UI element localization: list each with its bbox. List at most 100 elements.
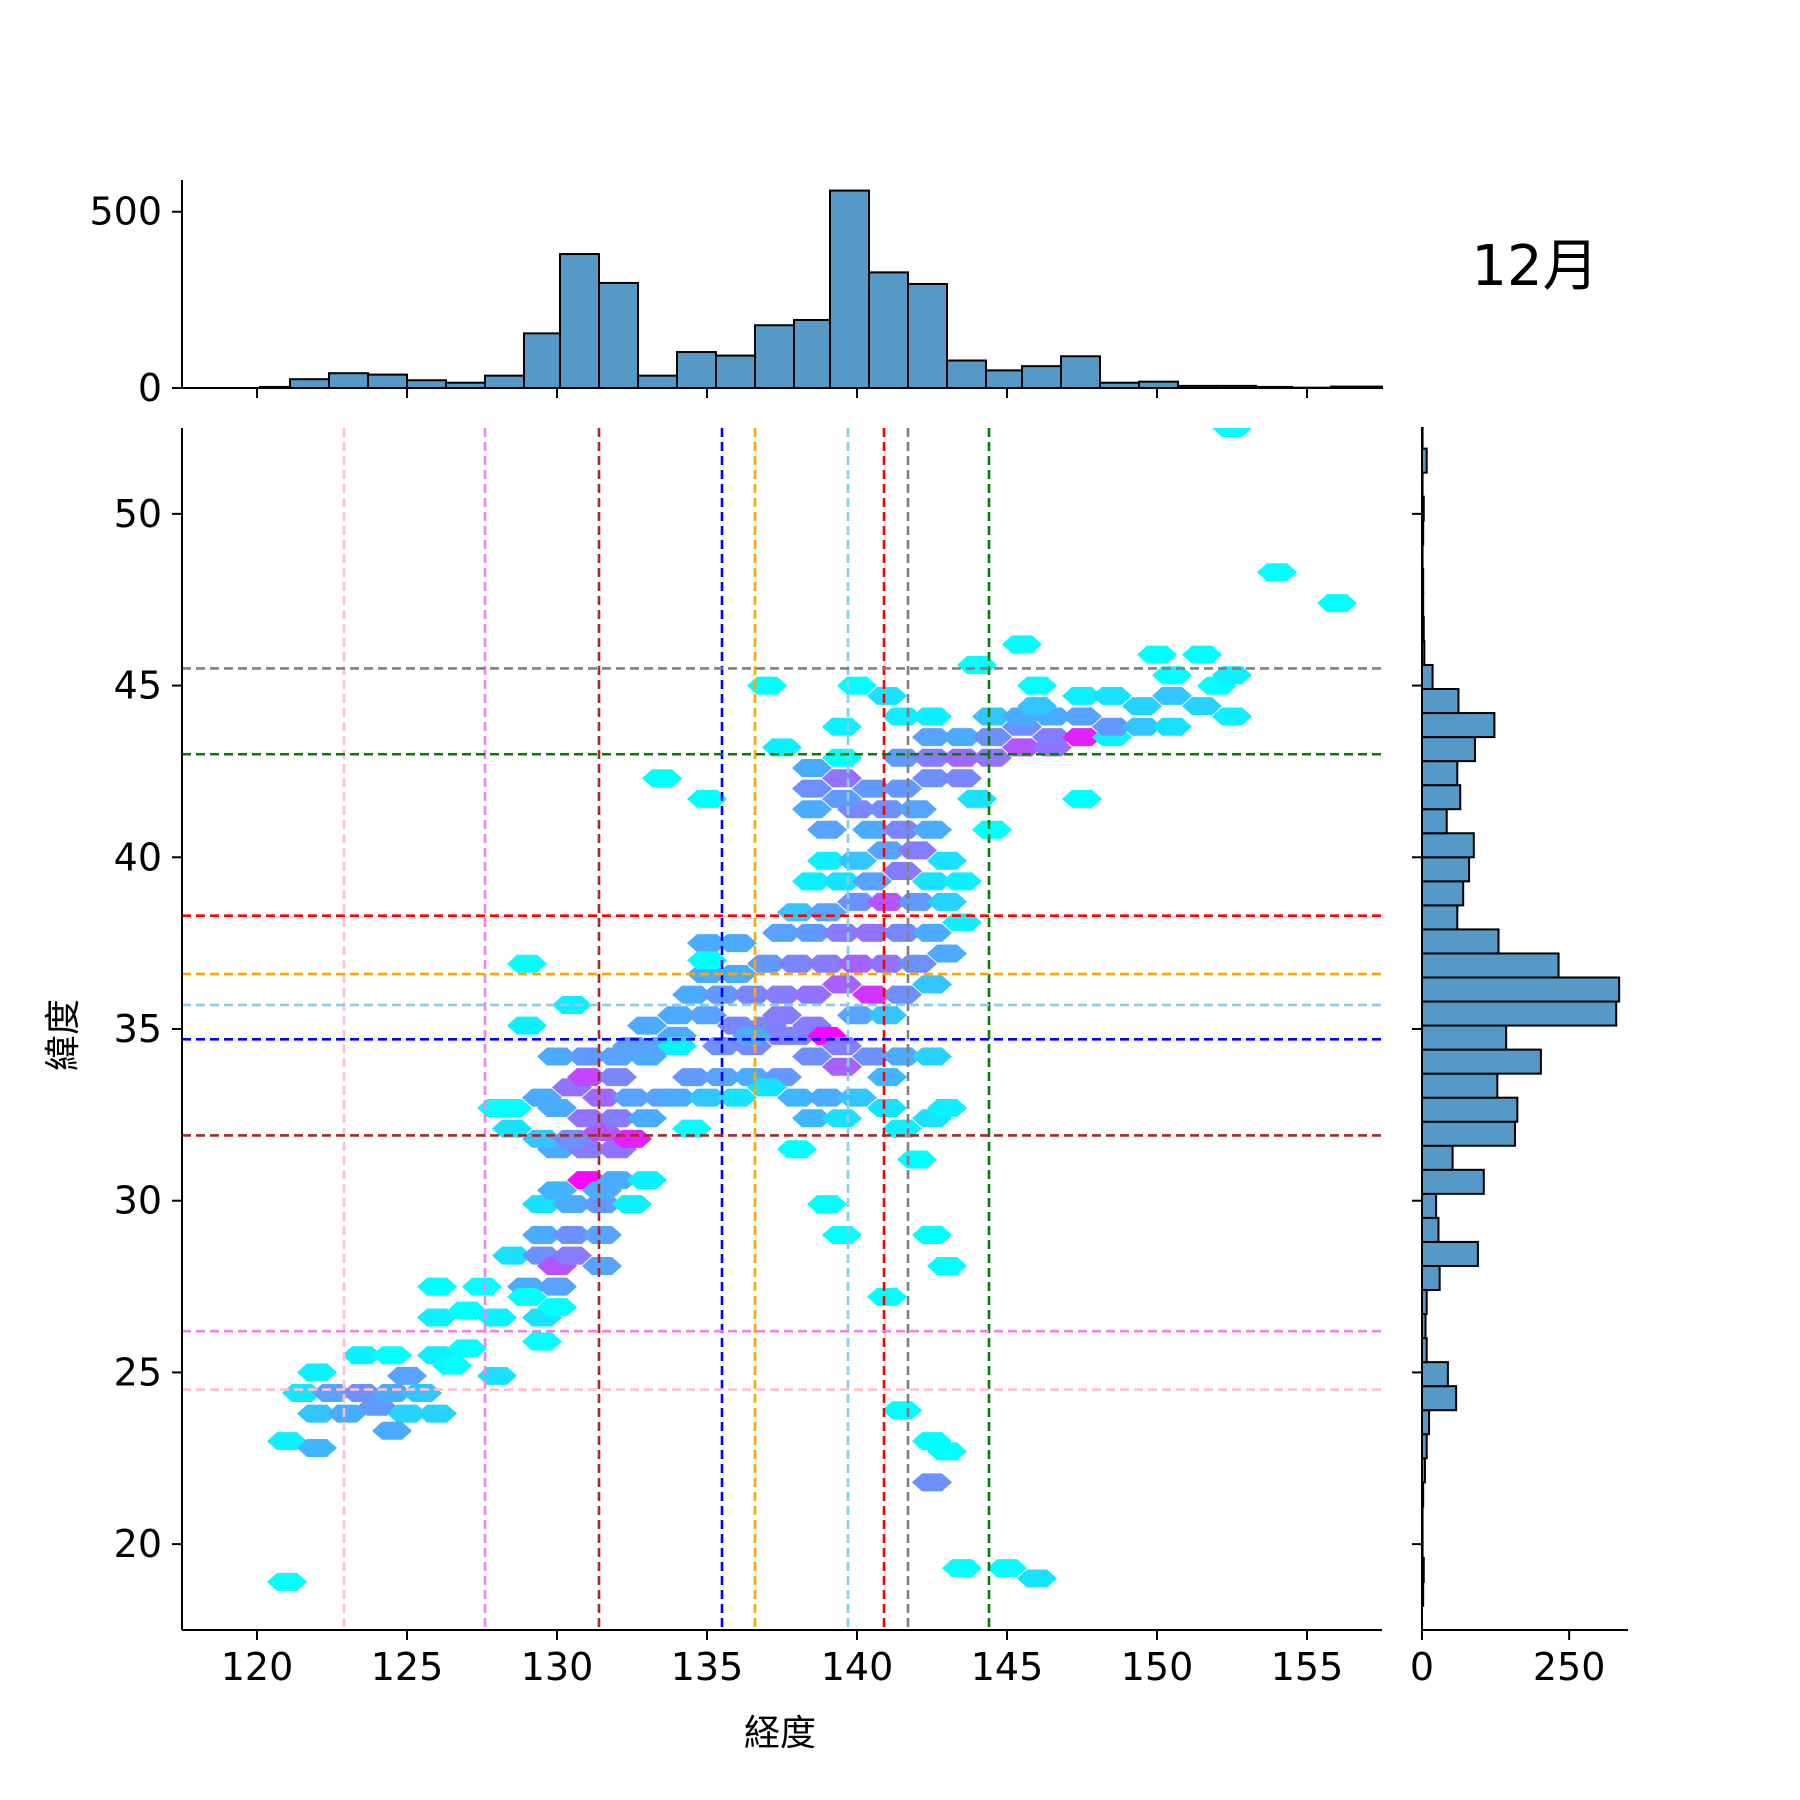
hexbin-cell (882, 985, 922, 1004)
hexbin-cell (747, 1078, 787, 1097)
hexbin-cell (927, 944, 967, 963)
hexbin-cell (537, 1277, 577, 1296)
x-tick-label: 140 (821, 1645, 894, 1689)
right-histogram-bar (1421, 1168, 1485, 1195)
hexbin-cell (657, 1037, 697, 1056)
right-histogram-bar (1421, 1048, 1542, 1075)
hexbin-cell (507, 1287, 547, 1306)
hexbin-cell (927, 1442, 967, 1461)
hexbin-cell (522, 1088, 562, 1107)
hexbin-cell (597, 1068, 637, 1087)
right-histogram-bar (1421, 1000, 1618, 1027)
right-histogram-bar (1421, 1240, 1479, 1267)
hexbin-cell (792, 1047, 832, 1066)
top-marginal-histogram: 0 500 (89, 180, 1383, 410)
hexbin-cell (867, 686, 907, 705)
top-histogram-bar (829, 189, 870, 389)
hexbin-cell (522, 1226, 562, 1245)
hexbin-cell (1212, 428, 1252, 437)
hexbin-cell (672, 1068, 712, 1087)
right-histogram-bar (1421, 1409, 1431, 1436)
hexbin-cell (792, 800, 832, 819)
hexbin-cell (852, 923, 892, 942)
hexbin-cell (672, 985, 712, 1004)
right-histogram-bar (1421, 1361, 1449, 1388)
hexbin-cell (567, 1068, 607, 1087)
top-histogram-bar (328, 372, 369, 389)
right-histogram-bar (1421, 784, 1462, 811)
right-histogram-bar (1421, 1072, 1499, 1099)
hexbin-cell (912, 923, 952, 942)
hexbin-cell (717, 934, 757, 953)
hexbin-cell (387, 1404, 427, 1423)
right-histogram-bar (1421, 808, 1448, 835)
hexbin-cell (912, 1047, 952, 1066)
hexbin-cell (987, 1559, 1027, 1578)
hexbin-cell (507, 1016, 547, 1035)
hexbin-cell (852, 872, 892, 891)
y-tick-label: 40 (114, 835, 162, 879)
hexbin-cell (582, 1181, 622, 1200)
right-histogram-bar (1421, 712, 1496, 739)
hexbin-cell (492, 1119, 532, 1138)
right-histogram-bar (1421, 1024, 1508, 1051)
hexbin-cell (747, 954, 787, 973)
hexbin-cell (627, 1171, 667, 1190)
right-histogram-bar (1421, 904, 1459, 931)
hexbin-cell (1062, 686, 1102, 705)
top-hist-y-tick-label: 0 (138, 366, 162, 410)
hexbin-cell (612, 1088, 652, 1107)
hexbin-cell (567, 1109, 607, 1128)
hexbin-cell (732, 985, 772, 1004)
hexbin-cell (612, 1195, 652, 1214)
x-tick-label: 130 (521, 1645, 594, 1689)
hexbin-cell (867, 1068, 907, 1087)
top-histogram-bar (946, 359, 987, 390)
right-histogram-bar (1421, 1096, 1519, 1123)
figure-title: 12月 (1471, 234, 1598, 299)
hexbin-cell (717, 1088, 757, 1107)
hexbin-cell (867, 1287, 907, 1306)
hexbin-cell (882, 707, 922, 726)
top-histogram-bar (1060, 355, 1101, 389)
hexbin-cell (417, 1404, 457, 1423)
hexbin-cell (867, 1006, 907, 1025)
hexbin-cell (1002, 738, 1042, 757)
hexbin-cell (807, 954, 847, 973)
hexbin-cell (342, 1346, 382, 1365)
top-histogram-bar (676, 351, 717, 390)
hexbin-cell (822, 1057, 862, 1076)
hexbin-cell (507, 954, 547, 973)
y-tick-label: 25 (114, 1350, 162, 1394)
hexbin-cell (522, 1332, 562, 1351)
top-histogram-bar (637, 374, 678, 389)
hexbin-cell (1152, 717, 1192, 736)
right-histogram-bar (1421, 1264, 1441, 1292)
top-histogram-bar (406, 379, 447, 390)
right-histogram-bar (1421, 760, 1459, 787)
hexbin-main-plot: 120 125 130 135 140 145 150 155 20 25 30 35 40 45 50 (114, 428, 1382, 1689)
hexbin-cell (267, 1432, 307, 1451)
hexbin-cell (627, 1016, 667, 1035)
hexbin-cell (762, 738, 802, 757)
hexbin-cell (792, 758, 832, 777)
hexbin-cell (552, 1195, 592, 1214)
hexbin-cell (612, 1037, 652, 1056)
hexbin-cell (867, 1098, 907, 1117)
right-histogram-bar (1421, 1144, 1454, 1171)
x-tick-label: 120 (221, 1645, 294, 1689)
hexbin-cell (687, 1006, 727, 1025)
hexbin-cell (912, 975, 952, 994)
hexbin-cell (807, 1195, 847, 1214)
hexbin-cell (657, 1088, 697, 1107)
right-histogram-bar (1421, 1192, 1438, 1219)
hexbin-cell (972, 707, 1012, 726)
hexbin-cell (927, 892, 967, 911)
hexbin-cell (567, 1047, 607, 1066)
hexbin-cell (417, 1277, 457, 1296)
hexbin-cell (882, 1047, 922, 1066)
hexbin-cell (822, 769, 862, 788)
hexbin-cell (822, 923, 862, 942)
hexbin-cell (657, 1006, 697, 1025)
hexbin-cell (822, 1109, 862, 1128)
